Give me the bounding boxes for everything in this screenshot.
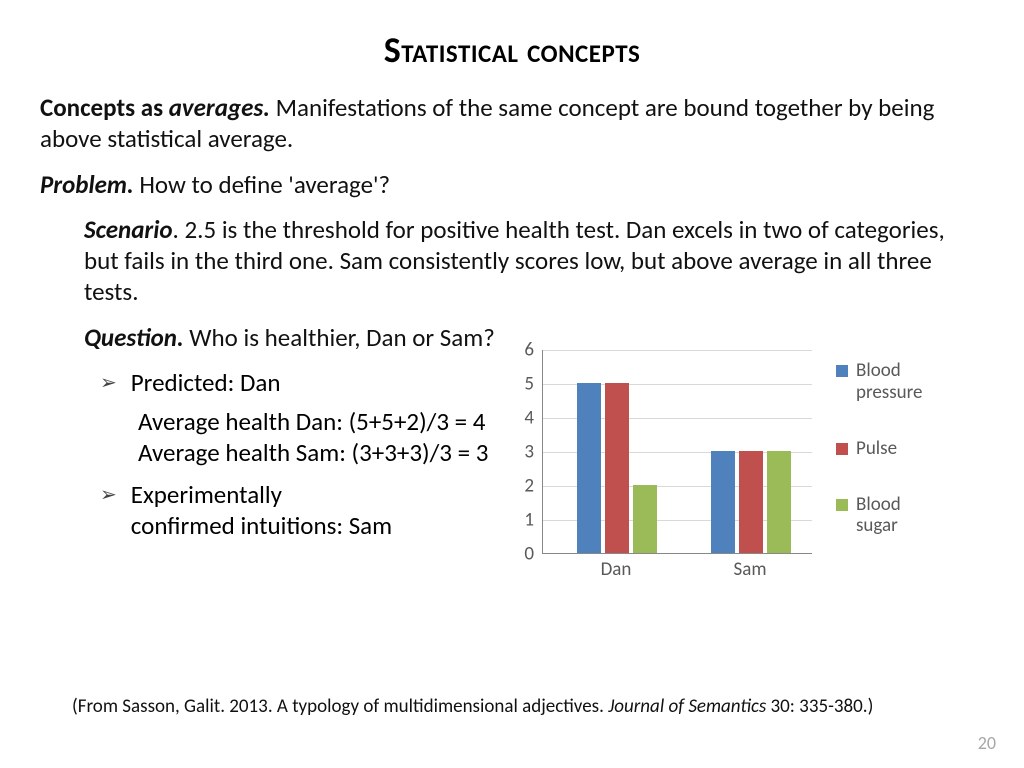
legend-swatch <box>836 443 848 455</box>
ytick-label: 1 <box>512 509 534 532</box>
legend-item: Bloodpressure <box>836 360 922 404</box>
para-scenario: Scenario. 2.5 is the threshold for posit… <box>40 214 984 308</box>
bullet1-text: Predicted: Dan <box>131 367 281 398</box>
gridline <box>543 350 812 351</box>
plot-area <box>542 350 812 554</box>
bar <box>767 451 791 553</box>
calc-sam: Average health Sam: (3+3+3)/3 = 3 <box>138 437 540 468</box>
bar <box>711 451 735 553</box>
chevron-right-icon: ➢ <box>100 483 117 542</box>
para-question: Question. Who is healthier, Dan or Sam? <box>40 322 540 353</box>
calc-dan: Average health Dan: (5+5+2)/3 = 4 <box>138 406 540 437</box>
lead-scenario: Scenario <box>84 214 173 245</box>
ytick-label: 2 <box>512 475 534 498</box>
bar <box>633 485 657 553</box>
legend-label: Bloodpressure <box>856 360 922 404</box>
para4-rest: Who is healthier, Dan or Sam? <box>184 322 495 353</box>
para3-rest: . 2.5 is the threshold for positive heal… <box>84 214 945 308</box>
page-number: 20 <box>978 732 996 754</box>
para-concepts: Concepts as averages. Manifestations of … <box>40 92 984 155</box>
lead-problem: Problem. <box>40 169 134 200</box>
citation: (From Sasson, Galit. 2013. A typology of… <box>72 695 984 718</box>
chart-plot: 0 1 2 3 4 5 6 Dan Sam <box>512 340 822 584</box>
xtick-label: Dan <box>571 558 661 581</box>
bullet-predicted: ➢ Predicted: Dan <box>40 367 540 398</box>
health-chart: 0 1 2 3 4 5 6 Dan Sam Bloodpressure Pulse Bloodsug… <box>512 340 992 584</box>
bullet2b-text: confirmed intuitions: Sam <box>131 510 392 541</box>
legend-swatch <box>836 499 848 511</box>
bar <box>739 451 763 553</box>
calc-block: Average health Dan: (5+5+2)/3 = 4 Averag… <box>40 406 540 469</box>
lead-question: Question. <box>84 322 184 353</box>
lead-averages: averages. <box>169 92 270 123</box>
chevron-right-icon: ➢ <box>100 371 117 398</box>
bar <box>577 383 601 553</box>
para2-rest: How to define 'average'? <box>134 169 390 200</box>
ytick-label: 6 <box>512 339 534 362</box>
bar <box>605 383 629 553</box>
legend-label: Pulse <box>856 438 897 460</box>
legend-label: Bloodsugar <box>856 494 901 538</box>
legend-swatch <box>836 365 848 377</box>
slide-title: Statistical concepts <box>40 28 984 72</box>
xtick-label: Sam <box>705 558 795 581</box>
bullet-experimentally: ➢ Experimentally confirmed intuitions: S… <box>40 479 540 542</box>
legend-item: Pulse <box>836 438 922 460</box>
ytick-label: 4 <box>512 407 534 430</box>
chart-legend: Bloodpressure Pulse Bloodsugar <box>836 360 922 584</box>
citation-pre: (From Sasson, Galit. 2013. A typology of… <box>72 695 608 718</box>
para-problem: Problem. How to define 'average'? <box>40 169 984 200</box>
citation-post: 30: 335-380.) <box>766 695 873 718</box>
legend-item: Bloodsugar <box>836 494 922 538</box>
ytick-label: 0 <box>512 543 534 566</box>
ytick-label: 5 <box>512 373 534 396</box>
bullet2a-text: Experimentally <box>131 479 392 510</box>
citation-journal: Journal of Semantics <box>608 695 766 718</box>
lead-concepts-as: Concepts as <box>40 92 169 123</box>
ytick-label: 3 <box>512 441 534 464</box>
